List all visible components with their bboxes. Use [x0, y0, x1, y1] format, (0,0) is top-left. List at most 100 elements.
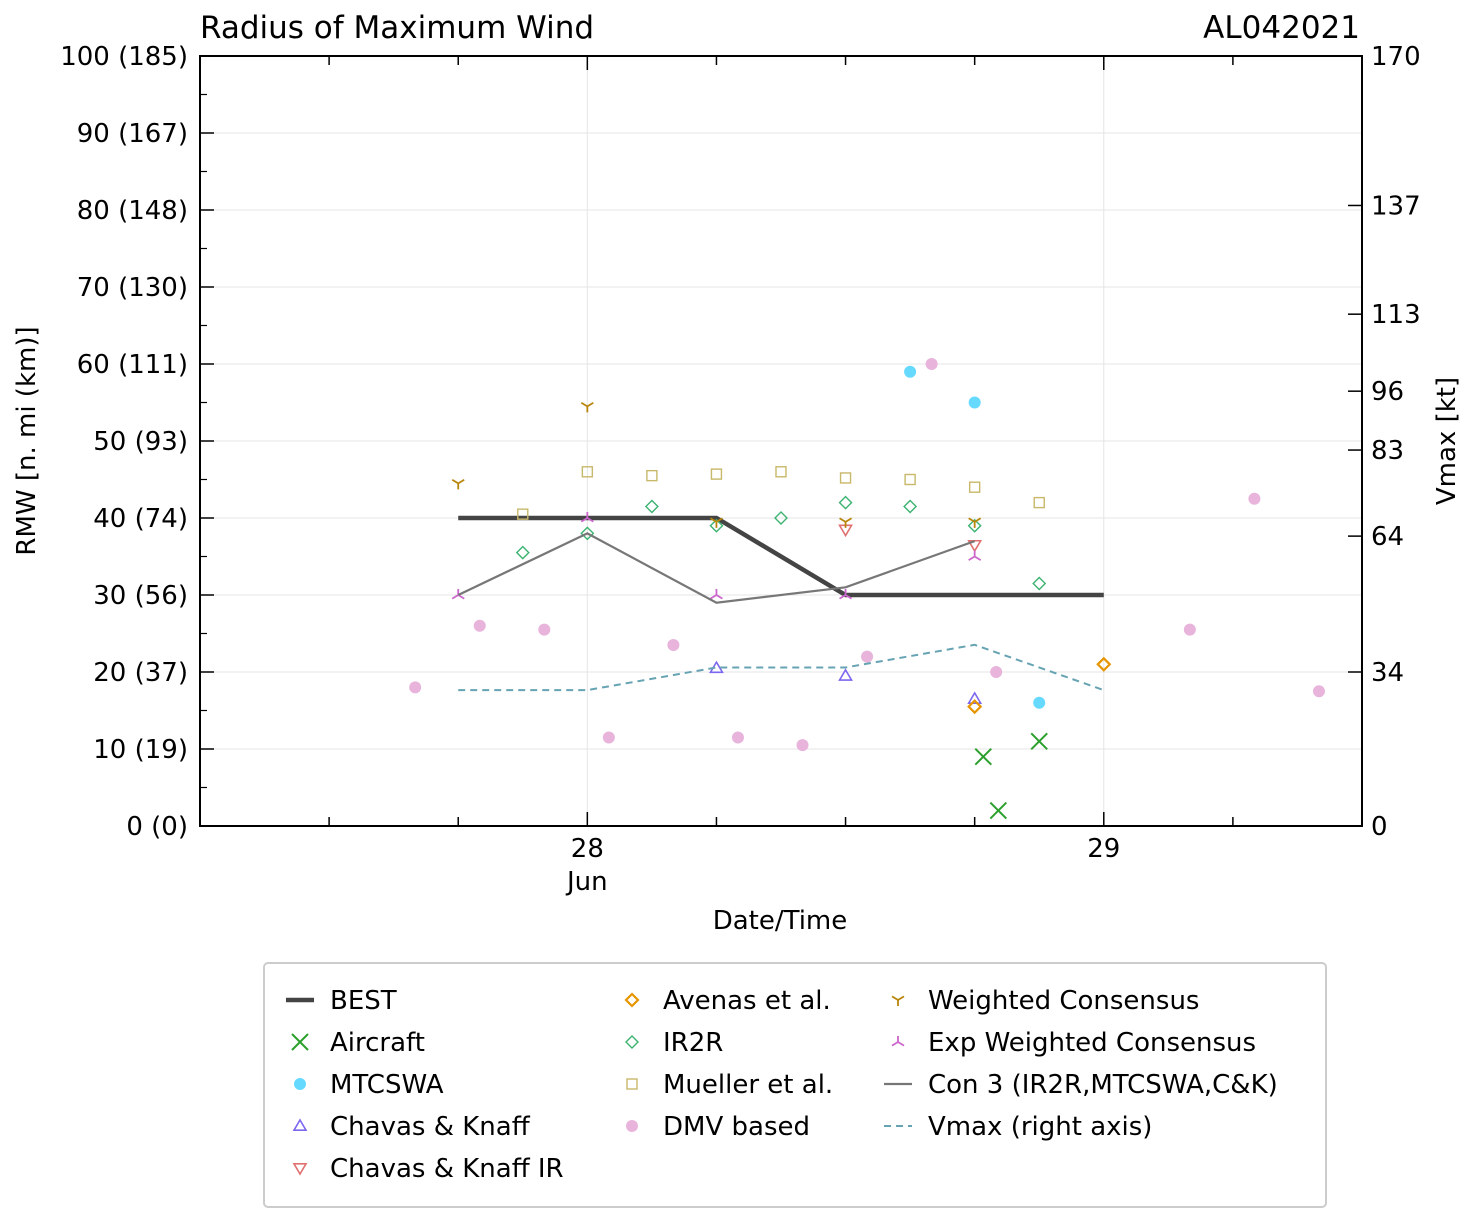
y-tick-label: 20 (37) [93, 658, 188, 688]
legend-item: Chavas & Knaff IR [292, 1154, 564, 1184]
data-point [775, 466, 787, 478]
data-point [709, 517, 723, 528]
legend-item: IR2R [625, 1028, 723, 1058]
data-point [861, 650, 874, 663]
y-axis-label: RMW [n. mi (km)] [12, 326, 42, 555]
data-point [967, 539, 983, 553]
legend-swatch [626, 1120, 638, 1132]
series-dmv-based [409, 358, 1325, 752]
y-tick-label: 0 (0) [126, 812, 188, 842]
legend-label: DMV based [663, 1112, 810, 1142]
data-point [646, 469, 658, 482]
data-point [731, 731, 744, 744]
legend-swatch [291, 1033, 309, 1051]
data-point [989, 801, 1008, 820]
data-point [839, 517, 853, 528]
y-tick-label: 10 (19) [93, 735, 188, 765]
data-point [967, 518, 982, 533]
legend-box [263, 962, 1327, 1208]
data-point [1248, 492, 1261, 505]
data-point [580, 526, 595, 541]
legend-label: Chavas & Knaff [330, 1112, 531, 1142]
series-layer [409, 358, 1325, 820]
series-best [458, 515, 1104, 598]
legend-label: Mueller et al. [663, 1070, 833, 1100]
data-point [709, 589, 723, 600]
y2-tick-label: 34 [1371, 658, 1404, 688]
data-point [839, 589, 853, 600]
data-point [838, 668, 853, 681]
data-point [580, 512, 594, 523]
legend-item: Vmax (right axis) [884, 1112, 1152, 1142]
data-point [409, 681, 422, 694]
y-tick-label: 70 (130) [77, 273, 188, 303]
axis-ticks: 0 (0) 10 (19) 20 (37) 30 (56) 40 (74) 50 (93)… [60, 42, 1420, 897]
data-point [925, 358, 938, 370]
y-tick-label: 80 (148) [77, 196, 188, 226]
data-point [774, 511, 788, 525]
legend-swatch [624, 992, 640, 1008]
data-point [903, 499, 918, 514]
series-avenas-et-al [967, 656, 1112, 715]
data-point [451, 478, 465, 490]
legend-item: Chavas & Knaff [292, 1112, 531, 1142]
data-point [1030, 732, 1048, 751]
legend-item: BEST [286, 986, 397, 1016]
legend-item: Mueller et al. [626, 1070, 833, 1100]
y2-tick-label: 0 [1371, 812, 1388, 842]
legend-label: Vmax (right axis) [928, 1112, 1152, 1142]
data-point [1096, 656, 1112, 672]
x-tick-sublabel: Jun [565, 867, 608, 897]
y2-tick-label: 170 [1371, 42, 1421, 72]
data-point [968, 481, 981, 493]
data-point [1183, 623, 1196, 636]
legend-item: DMV based [626, 1112, 810, 1142]
y-tick-label: 30 (56) [93, 581, 188, 611]
data-point [968, 396, 981, 409]
series-vmax-right-axis [458, 643, 1105, 692]
grid-lines [200, 55, 1362, 827]
data-point [538, 623, 551, 636]
data-point [904, 473, 916, 486]
legend-item: Con 3 (IR2R,MTCSWA,C&K) [884, 1070, 1278, 1100]
data-point [839, 472, 852, 484]
data-point [838, 495, 853, 510]
data-point [581, 466, 594, 478]
legend-item: Avenas et al. [624, 986, 831, 1016]
legend-label: Avenas et al. [663, 986, 831, 1016]
data-point [1032, 576, 1047, 591]
data-point [796, 739, 809, 752]
legend-swatch [292, 1118, 308, 1131]
data-point [1033, 496, 1045, 509]
y-tick-label: 50 (93) [93, 427, 188, 457]
series-ir2r [515, 495, 1047, 591]
series-mueller-et-al [517, 466, 1045, 520]
data-point [968, 517, 982, 528]
legend-label: Con 3 (IR2R,MTCSWA,C&K) [928, 1070, 1278, 1100]
x-tick-label: 29 [1087, 834, 1120, 864]
data-point [967, 699, 983, 715]
legend: BEST Aircraft MTCSWA Chavas & Knaff Chavas &… [263, 962, 1327, 1208]
legend-item: Weighted Consensus [891, 986, 1199, 1016]
legend-item: MTCSWA [294, 1070, 444, 1100]
data-point [1033, 696, 1046, 709]
series-con-3-ir2r-mtcswa-c-k [457, 532, 976, 604]
legend-item: Exp Weighted Consensus [891, 1028, 1256, 1058]
legend-label: Exp Weighted Consensus [928, 1028, 1256, 1058]
data-point [1312, 685, 1325, 698]
legend-item: Aircraft [291, 1028, 425, 1058]
data-point [904, 365, 917, 378]
data-point [644, 499, 659, 514]
legend-swatch [294, 1078, 306, 1090]
series-aircraft [974, 732, 1048, 820]
legend-label: Aircraft [330, 1028, 425, 1058]
data-point [710, 468, 723, 480]
data-point [602, 731, 615, 744]
y-tick-label: 100 (185) [60, 42, 188, 72]
x-axis-label: Date/Time [713, 906, 848, 936]
series-mtcswa [904, 365, 1046, 709]
y2-tick-label: 137 [1371, 191, 1421, 221]
legend-label: Weighted Consensus [928, 986, 1199, 1016]
y-tick-label: 90 (167) [77, 119, 188, 149]
data-point [473, 619, 486, 632]
